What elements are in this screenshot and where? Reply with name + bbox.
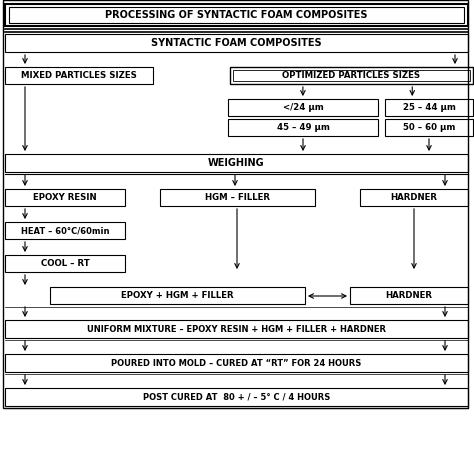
Bar [5, 34, 468, 52]
Bar [160, 189, 315, 206]
Text: POURED INTO MOLD – CURED AT “RT” FOR 24 HOURS: POURED INTO MOLD – CURED AT “RT” FOR 24 … [111, 358, 362, 367]
Text: UNIFORM MIXTURE – EPOXY RESIN + HGM + FILLER + HARDNER: UNIFORM MIXTURE – EPOXY RESIN + HGM + FI… [87, 325, 386, 334]
Text: 25 – 44 μm: 25 – 44 μm [402, 103, 456, 112]
Bar [360, 189, 468, 206]
Text: HARDNER: HARDNER [391, 193, 438, 202]
Text: MIXED PARTICLES SIZES: MIXED PARTICLES SIZES [21, 71, 137, 80]
Bar [5, 4, 468, 26]
Bar [3, 0, 468, 408]
Text: POST CURED AT  80 + / – 5° C / 4 HOURS: POST CURED AT 80 + / – 5° C / 4 HOURS [143, 392, 330, 401]
Bar [230, 67, 473, 84]
Text: </24 μm: </24 μm [283, 103, 323, 112]
Bar [5, 320, 468, 338]
Text: COOL – RT: COOL – RT [41, 259, 90, 268]
Text: HGM – FILLER: HGM – FILLER [205, 193, 270, 202]
Bar [228, 99, 378, 116]
Bar [385, 99, 473, 116]
Bar [228, 119, 378, 136]
Text: 45 – 49 μm: 45 – 49 μm [276, 123, 329, 132]
Bar [350, 287, 468, 304]
Bar [385, 119, 473, 136]
Bar [5, 255, 125, 272]
Bar [5, 222, 125, 239]
Text: OPTIMIZED PARTICLES SIZES: OPTIMIZED PARTICLES SIZES [283, 71, 420, 80]
Text: 50 – 60 μm: 50 – 60 μm [403, 123, 455, 132]
Bar [5, 67, 153, 84]
Bar [5, 388, 468, 406]
Bar [5, 154, 468, 172]
Text: HEAT – 60°C/60min: HEAT – 60°C/60min [21, 226, 109, 235]
Bar [233, 70, 470, 81]
Text: EPOXY RESIN: EPOXY RESIN [33, 193, 97, 202]
Text: WEIGHING: WEIGHING [208, 158, 265, 168]
Bar [5, 354, 468, 372]
Bar [5, 189, 125, 206]
Text: SYNTACTIC FOAM COMPOSITES: SYNTACTIC FOAM COMPOSITES [151, 38, 322, 48]
Bar [50, 287, 305, 304]
Text: EPOXY + HGM + FILLER: EPOXY + HGM + FILLER [121, 291, 234, 300]
Bar [9, 7, 464, 23]
Text: PROCESSING OF SYNTACTIC FOAM COMPOSITES: PROCESSING OF SYNTACTIC FOAM COMPOSITES [105, 10, 368, 20]
Text: HARDNER: HARDNER [385, 291, 432, 300]
